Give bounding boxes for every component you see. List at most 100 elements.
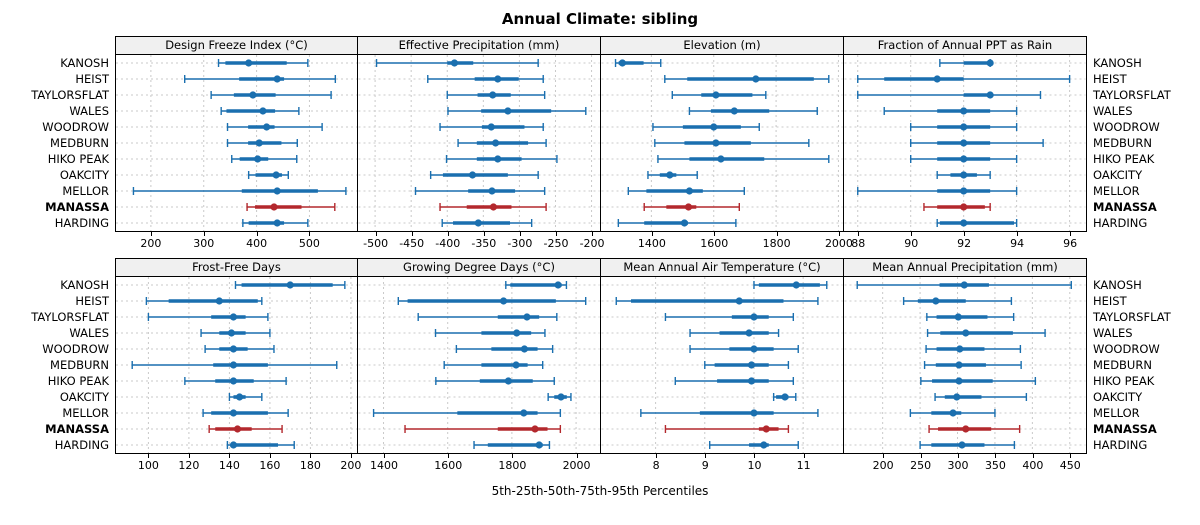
tick-mark bbox=[150, 232, 152, 236]
tick-label: 350 bbox=[984, 459, 1006, 472]
percentile-row-harding bbox=[242, 219, 309, 227]
percentile-row-medburn bbox=[226, 139, 298, 147]
panel-header-frost-free-days: Frost-Free Days bbox=[115, 258, 358, 277]
site-label-woodrow: WOODROW bbox=[42, 342, 109, 356]
tick-mark bbox=[375, 232, 377, 236]
panel-header-fraction-of-annual-ppt-as-rain: Fraction of Annual PPT as Rain bbox=[844, 36, 1087, 55]
tick-mark bbox=[592, 232, 594, 236]
percentile-row-hiko-peak bbox=[910, 155, 1018, 163]
percentile-row-woodrow bbox=[910, 123, 1018, 131]
band-panels: Frost-Free Days 100 120 140 160 180 200 Growing… bbox=[115, 258, 1087, 475]
site-label-hiko-peak: HIKO PEAK bbox=[1093, 152, 1155, 166]
panel-plot-frost-free-days bbox=[115, 277, 358, 454]
percentile-row-manassa bbox=[643, 203, 741, 211]
panel-plot-design-freeze-index-c bbox=[115, 55, 358, 232]
tick-label: 88 bbox=[851, 237, 866, 250]
percentile-row-woodrow bbox=[652, 123, 760, 131]
tick-mark bbox=[754, 454, 756, 458]
site-label-taylorsflat: TAYLORSFLAT bbox=[31, 88, 109, 102]
percentile-row-harding bbox=[617, 219, 737, 227]
tick-label: 1400 bbox=[370, 459, 399, 472]
site-labels-left: KANOSH HEIST TAYLORSFLAT WALES WOODROW MEDBUR… bbox=[0, 36, 115, 253]
percentile-row-wales bbox=[447, 107, 587, 115]
percentile-row-wales bbox=[434, 329, 546, 337]
tick-label: 1600 bbox=[434, 459, 463, 472]
percentile-row-kanosh bbox=[939, 59, 994, 67]
percentile-row-manassa bbox=[664, 425, 790, 433]
site-label-medburn: MEDBURN bbox=[50, 136, 109, 150]
site-label-manassa: MANASSA bbox=[45, 422, 109, 436]
percentile-row-manassa bbox=[208, 425, 283, 433]
percentile-row-heist bbox=[902, 297, 1013, 305]
tick-label: 9 bbox=[701, 459, 709, 472]
site-label-wales: WALES bbox=[69, 104, 109, 118]
tick-mark bbox=[519, 232, 521, 236]
tick-mark bbox=[656, 454, 658, 458]
site-label-woodrow: WOODROW bbox=[42, 120, 109, 134]
site-label-manassa: MANASSA bbox=[1093, 422, 1157, 436]
tick-label: 96 bbox=[1063, 237, 1078, 250]
percentile-row-wales bbox=[200, 329, 271, 337]
site-label-manassa: MANASSA bbox=[45, 200, 109, 214]
percentile-row-hiko-peak bbox=[184, 377, 287, 385]
site-label-mellor: MELLOR bbox=[62, 406, 109, 420]
tick-mark bbox=[350, 454, 352, 458]
site-label-mellor: MELLOR bbox=[1093, 184, 1140, 198]
percentile-row-medburn bbox=[704, 361, 790, 369]
percentile-row-hiko-peak bbox=[231, 155, 298, 163]
tick-mark bbox=[411, 232, 413, 236]
site-label-woodrow: WOODROW bbox=[1093, 342, 1160, 356]
percentile-row-wales bbox=[220, 107, 300, 115]
tick-label: 400 bbox=[246, 237, 268, 250]
site-label-mellor: MELLOR bbox=[62, 184, 109, 198]
site-label-wales: WALES bbox=[1093, 104, 1133, 118]
percentile-row-oakcity bbox=[247, 171, 289, 179]
panel-plot-mean-annual-precipitation-mm bbox=[844, 277, 1087, 454]
site-label-kanosh: KANOSH bbox=[1093, 56, 1142, 70]
site-label-medburn: MEDBURN bbox=[1093, 136, 1152, 150]
tick-label: -200 bbox=[579, 237, 605, 250]
percentile-row-woodrow bbox=[226, 123, 323, 131]
tick-mark bbox=[310, 454, 312, 458]
panel-design-freeze-index-c: Design Freeze Index (°C) 200 300 400 500 bbox=[115, 36, 358, 253]
percentile-row-medburn bbox=[443, 361, 544, 369]
tick-mark bbox=[447, 232, 449, 236]
percentile-row-mellor bbox=[372, 409, 562, 417]
tick-mark bbox=[838, 232, 840, 236]
panel-elevation-m: Elevation (m) 1400 1600 1800 2000 bbox=[601, 36, 853, 253]
percentile-row-taylorsflat bbox=[926, 313, 1015, 321]
panel-axis-growing-degree-days-c: 1400 1600 1800 2000 bbox=[358, 454, 601, 475]
percentile-row-heist bbox=[397, 297, 587, 305]
percentile-row-hiko-peak bbox=[657, 155, 830, 163]
percentile-row-oakcity bbox=[547, 393, 572, 401]
tick-mark bbox=[883, 454, 885, 458]
tick-mark bbox=[651, 232, 653, 236]
tick-label: 300 bbox=[193, 237, 215, 250]
percentile-row-mellor bbox=[627, 187, 745, 195]
site-label-heist: HEIST bbox=[1093, 294, 1127, 308]
tick-mark bbox=[958, 454, 959, 458]
percentile-row-taylorsflat bbox=[664, 313, 795, 321]
panel-grid: KANOSH HEIST TAYLORSFLAT WALES WOODROW MEDBUR… bbox=[0, 36, 1200, 475]
panel-plot-fraction-of-annual-ppt-as-rain bbox=[844, 55, 1087, 232]
panel-mean-annual-precipitation-mm: Mean Annual Precipitation (mm) 200 250 300 3… bbox=[844, 258, 1087, 475]
band-bottom: KANOSH HEIST TAYLORSFLAT WALES WOODROW MEDBUR… bbox=[0, 258, 1200, 475]
panel-axis-effective-precipitation-mm: -500 -450 -400 -350 -300 -250 -200 bbox=[358, 232, 605, 253]
percentile-row-heist bbox=[615, 297, 819, 305]
percentile-row-manassa bbox=[404, 425, 562, 433]
tick-mark bbox=[705, 454, 707, 458]
site-label-taylorsflat: TAYLORSFLAT bbox=[1093, 88, 1171, 102]
panel-axis-elevation-m: 1400 1600 1800 2000 bbox=[601, 232, 853, 253]
tick-mark bbox=[911, 232, 913, 236]
percentile-row-wales bbox=[689, 329, 780, 337]
site-labels-left: KANOSH HEIST TAYLORSFLAT WALES WOODROW MEDBUR… bbox=[0, 258, 115, 475]
percentile-row-wales bbox=[883, 107, 1018, 115]
tick-label: 200 bbox=[872, 459, 894, 472]
percentile-row-mellor bbox=[202, 409, 289, 417]
percentile-row-woodrow bbox=[204, 345, 275, 353]
tick-label: 2000 bbox=[562, 459, 591, 472]
percentile-row-wales bbox=[688, 107, 818, 115]
tick-label: 1800 bbox=[762, 237, 791, 250]
tick-mark bbox=[1032, 454, 1034, 458]
tick-label: 250 bbox=[910, 459, 932, 472]
